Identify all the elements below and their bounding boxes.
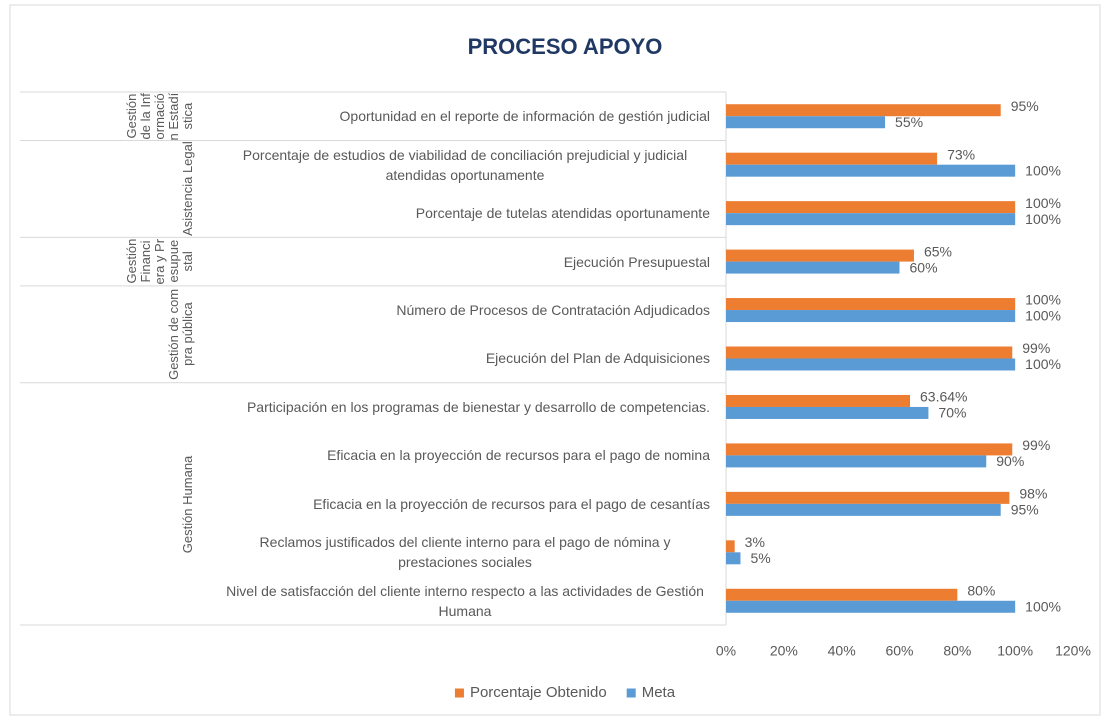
value-label: 100% xyxy=(1025,211,1061,227)
bar xyxy=(726,213,1016,226)
group-label: Gestión Humana xyxy=(180,383,195,625)
bar xyxy=(726,116,886,129)
category-label: Porcentaje de tutelas atendidas oportuna… xyxy=(205,189,710,237)
bar xyxy=(726,310,1016,323)
x-tick-label: 80% xyxy=(943,643,971,659)
category-label-text: Eficacia en la proyección de recursos pa… xyxy=(313,495,710,512)
value-label: 65% xyxy=(924,243,952,259)
bar xyxy=(726,164,1016,177)
category-label-text: Participación en los programas de bienes… xyxy=(246,398,710,415)
value-label: 100% xyxy=(1025,356,1061,372)
value-label: 95% xyxy=(1011,502,1039,518)
bar xyxy=(726,249,914,262)
value-label: 70% xyxy=(938,405,966,421)
value-label: 63.64% xyxy=(920,389,967,405)
bar xyxy=(726,588,958,601)
group-label-text: Gestión Humana xyxy=(180,455,195,553)
category-label: Eficacia en la proyección de recursos pa… xyxy=(205,480,710,528)
bar xyxy=(726,503,1001,516)
bar xyxy=(726,358,1016,371)
value-label: 100% xyxy=(1025,162,1061,178)
legend-swatch xyxy=(454,688,464,698)
value-label: 95% xyxy=(1011,98,1039,114)
chart-title: PROCESO APOYO xyxy=(468,34,663,59)
category-label: Eficacia en la proyección de recursos pa… xyxy=(205,431,710,479)
category-label: Porcentaje de estudios de viabilidad de … xyxy=(205,140,710,188)
bar xyxy=(726,491,1010,504)
x-tick-label: 120% xyxy=(1055,643,1091,659)
x-tick-label: 0% xyxy=(716,643,736,659)
category-label-text: Reclamos justificados del cliente intern… xyxy=(259,534,671,571)
group-label-text: Gestión de compra pública xyxy=(166,288,195,380)
value-label: 90% xyxy=(996,453,1024,469)
category-label: Oportunidad en el reporte de información… xyxy=(205,92,710,140)
value-label: 5% xyxy=(750,550,770,566)
category-label-text: Ejecución Presupuestal xyxy=(563,253,710,270)
value-label: 73% xyxy=(947,146,975,162)
bar xyxy=(726,152,938,165)
category-label-text: Ejecución del Plan de Adquisiciones xyxy=(485,350,710,367)
bar xyxy=(726,406,929,419)
value-label: 99% xyxy=(1022,437,1050,453)
category-label-text: Nivel de satisfacción del cliente intern… xyxy=(226,582,704,619)
category-label: Participación en los programas de bienes… xyxy=(205,383,710,431)
value-label: 100% xyxy=(1025,308,1061,324)
legend-swatch xyxy=(626,688,636,698)
value-label: 100% xyxy=(1025,195,1061,211)
category-label-text: Porcentaje de tutelas atendidas oportuna… xyxy=(415,205,710,222)
x-tick-label: 60% xyxy=(885,643,913,659)
category-label: Ejecución Presupuestal xyxy=(205,237,710,285)
category-label: Reclamos justificados del cliente intern… xyxy=(205,528,710,576)
bar xyxy=(726,346,1013,359)
bar xyxy=(726,443,1013,456)
group-label-text: Asistencia Legal xyxy=(180,141,195,237)
x-tick-label: 40% xyxy=(828,643,856,659)
category-label-text: Porcentaje de estudios de viabilidad de … xyxy=(242,146,688,183)
bar xyxy=(726,455,987,468)
group-label: Asistencia Legal xyxy=(180,140,195,237)
bar xyxy=(726,261,900,274)
group-label: Gestión de compra pública xyxy=(166,286,195,383)
bar xyxy=(726,394,911,407)
value-label: 3% xyxy=(745,534,765,550)
category-label-text: Número de Procesos de Contratación Adjud… xyxy=(396,302,710,319)
value-label: 100% xyxy=(1025,292,1061,308)
legend-label: Porcentaje Obtenido xyxy=(470,684,607,701)
bar xyxy=(726,552,741,565)
category-label: Ejecución del Plan de Adquisiciones xyxy=(205,334,710,382)
value-label: 99% xyxy=(1022,340,1050,356)
category-label-text: Oportunidad en el reporte de información… xyxy=(339,108,710,125)
value-label: 80% xyxy=(967,582,995,598)
bar xyxy=(726,201,1016,214)
value-label: 60% xyxy=(910,259,938,275)
value-label: 100% xyxy=(1025,598,1061,614)
category-label: Nivel de satisfacción del cliente intern… xyxy=(205,577,710,625)
bar xyxy=(726,600,1016,613)
group-label: Gestión Financiera y Presupuestal xyxy=(124,237,195,285)
legend-label: Meta xyxy=(642,684,676,701)
bar xyxy=(726,298,1016,311)
group-label: Gestión de la Información Estadística xyxy=(124,92,195,141)
group-label-text: Gestión de la Información Estadística xyxy=(124,92,195,141)
x-tick-label: 20% xyxy=(770,643,798,659)
bar xyxy=(726,104,1001,117)
value-label: 98% xyxy=(1019,486,1047,502)
bar xyxy=(726,540,735,553)
category-label: Número de Procesos de Contratación Adjud… xyxy=(205,286,710,334)
category-label-text: Eficacia en la proyección de recursos pa… xyxy=(327,447,710,464)
x-tick-label: 100% xyxy=(997,643,1033,659)
value-label: 55% xyxy=(895,114,923,130)
group-label-text: Gestión Financiera y Presupuestal xyxy=(124,238,195,285)
